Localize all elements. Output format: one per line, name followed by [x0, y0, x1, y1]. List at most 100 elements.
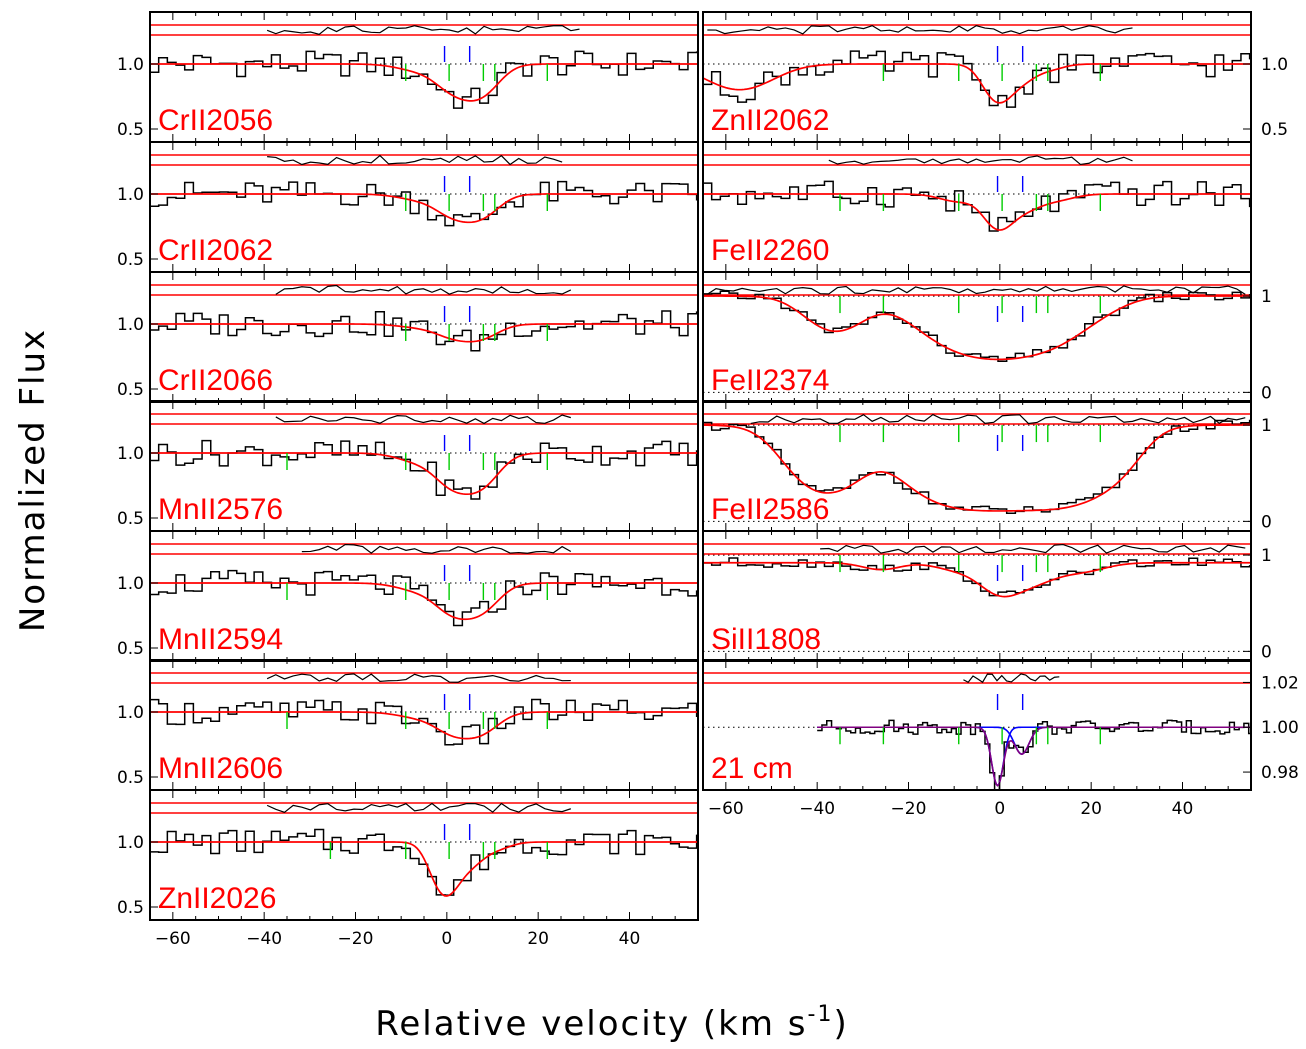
residual-trace — [267, 154, 563, 166]
ion-label: MnII2594 — [158, 623, 283, 656]
residual-trace — [275, 414, 571, 425]
x-axis-label-superscript: -1 — [808, 1002, 834, 1027]
y-tick-label: 1.0 — [117, 315, 144, 335]
panel-plot-area — [703, 413, 1251, 522]
model-fit — [703, 561, 1251, 598]
observed-spectrum — [150, 50, 698, 109]
model-fit — [150, 582, 698, 621]
observed-spectrum — [703, 290, 1251, 362]
model-fit — [150, 193, 698, 224]
y-tick-label: 0 — [1261, 642, 1272, 662]
residual-trace — [266, 25, 580, 36]
panel-crii2056: 0.5 1.0 CrII2056 — [117, 11, 699, 143]
y-tick-label: 0.5 — [117, 898, 144, 918]
y-tick-label: 0.5 — [117, 250, 144, 270]
residual-trace — [750, 413, 1246, 425]
residual-trace — [301, 543, 572, 554]
observed-spectrum — [703, 557, 1251, 597]
panel-21-cm: 0.98 1.00 1.02 21 cm — [702, 659, 1299, 791]
panel-znii2026: 0.5 1.0 ZnII2026 — [117, 789, 699, 921]
panel-feii2586: 0 1 FeII2586 — [702, 400, 1272, 532]
y-tick-label: 1.0 — [117, 574, 144, 594]
x-tick-label: 20 — [527, 929, 549, 949]
model-fit — [150, 452, 698, 496]
y-tick-label: 1.0 — [1261, 55, 1288, 75]
residual-trace — [266, 673, 571, 683]
ion-label: CrII2062 — [158, 234, 273, 267]
y-tick-label: 1.0 — [117, 703, 144, 723]
model-fit — [150, 841, 698, 897]
ion-label: FeII2374 — [711, 364, 829, 397]
residual-trace — [707, 285, 1246, 295]
x-tick-label: 40 — [619, 929, 641, 949]
residual-trace — [707, 25, 1133, 35]
x-tick-label: −60 — [155, 929, 191, 949]
ion-label: ZnII2026 — [158, 882, 276, 915]
observed-spectrum — [703, 50, 1251, 108]
model-fit — [703, 63, 1251, 104]
x-axis-label-main: Relative velocity (km s — [375, 1004, 807, 1044]
residual-trace — [963, 673, 1060, 684]
y-tick-label: 0.98 — [1261, 763, 1299, 783]
panel-plot-area — [150, 413, 698, 500]
y-tick-label: 1.0 — [117, 833, 144, 853]
hi-component-1 — [817, 726, 1251, 787]
panel-siii1808: 0 1 SiII1808 — [702, 530, 1272, 662]
y-tick-label: 0.5 — [117, 768, 144, 788]
panel-plot-area — [150, 802, 698, 897]
ion-label: CrII2056 — [158, 104, 273, 137]
ion-label: FeII2586 — [711, 493, 829, 526]
panel-plot-area — [703, 24, 1251, 108]
y-tick-label: 1 — [1261, 287, 1272, 307]
y-tick-label: 0.5 — [117, 120, 144, 140]
y-tick-label: 0.5 — [117, 639, 144, 659]
residual-trace — [275, 284, 572, 295]
x-tick-label: −60 — [708, 799, 744, 819]
hi-total-fit — [817, 726, 1251, 787]
panel-mnii2594: 0.5 1.0 MnII2594 — [117, 530, 699, 662]
y-tick-label: 0 — [1261, 512, 1272, 532]
y-tick-label: 0.5 — [1261, 120, 1288, 140]
x-tick-label: 0 — [441, 929, 452, 949]
y-tick-label: 1.00 — [1261, 718, 1299, 738]
panel-plot-area — [150, 24, 698, 109]
x-tick-label: −20 — [338, 929, 374, 949]
ion-label: MnII2606 — [158, 752, 283, 785]
observed-spectrum — [150, 698, 698, 746]
panel-plot-area — [703, 284, 1251, 393]
panel-plot-area — [703, 543, 1251, 652]
observed-spectrum — [150, 569, 698, 627]
ion-label: CrII2066 — [158, 364, 273, 397]
ion-label: SiII1808 — [711, 623, 821, 656]
panel-crii2066: 0.5 1.0 CrII2066 — [117, 271, 699, 403]
model-fit — [703, 295, 1251, 361]
panel-mnii2606: 0.5 1.0 MnII2606 — [117, 659, 699, 791]
ion-label: MnII2576 — [158, 493, 283, 526]
panel-plot-area — [150, 284, 698, 352]
y-tick-label: 0 — [1261, 383, 1272, 403]
panel-feii2374: 0 1 FeII2374 — [702, 271, 1272, 403]
residual-trace — [820, 543, 1246, 554]
model-fit — [703, 193, 1251, 231]
observed-spectrum — [150, 310, 698, 352]
model-fit — [150, 63, 698, 102]
y-tick-label: 0.5 — [117, 509, 144, 529]
observed-spectrum — [150, 180, 698, 227]
y-tick-label: 1.02 — [1261, 673, 1299, 693]
panel-plot-area — [703, 154, 1251, 232]
x-tick-label: 40 — [1172, 799, 1194, 819]
panel-plot-area — [150, 154, 698, 227]
panel-plot-area — [703, 672, 1251, 790]
model-fit — [703, 424, 1251, 512]
panel-znii2062: 0.5 1.0 ZnII2062 — [702, 11, 1288, 143]
panel-feii2260: FeII2260 — [702, 141, 1252, 273]
x-axis-label-end: ) — [833, 1004, 848, 1044]
observed-spectrum — [703, 180, 1251, 232]
ion-label: FeII2260 — [711, 234, 829, 267]
ion-label: 21 cm — [711, 752, 793, 785]
y-tick-label: 1.0 — [117, 55, 144, 75]
panel-crii2062: 0.5 1.0 CrII2062 — [117, 141, 699, 273]
panel-plot-area — [150, 543, 698, 627]
y-axis-label: Normalized Flux — [13, 328, 53, 632]
